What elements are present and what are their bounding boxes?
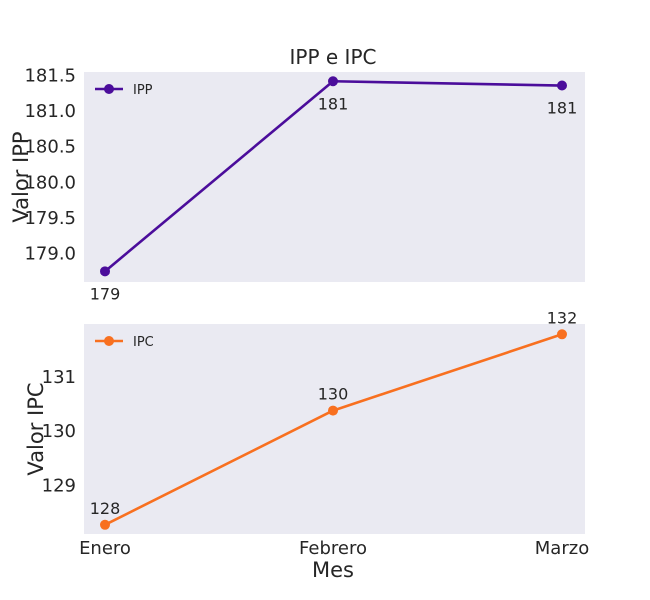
y-tick-label: 130 [42, 421, 76, 442]
x-tick-label: Enero [79, 538, 131, 559]
y-tick-label: 180.0 [24, 172, 76, 193]
y-tick-label: 179.0 [24, 244, 76, 265]
data-label: 130 [318, 385, 349, 404]
y-tick-label: 181.5 [24, 66, 76, 87]
y-tick-label: 179.5 [24, 208, 76, 229]
legend-label: IPC [133, 335, 154, 350]
legend-marker [104, 84, 114, 94]
data-label: 179 [90, 284, 121, 303]
ipc-series: 128 130 132 [90, 308, 578, 530]
ipc-y-axis-label: Valor IPC [24, 382, 48, 475]
ipc-plot-area [84, 324, 585, 534]
x-tick-label: Marzo [535, 538, 589, 559]
y-tick-label: 181.0 [24, 101, 76, 122]
data-point [557, 329, 567, 340]
chart-title: IPP e IPC [290, 45, 377, 69]
data-label: 132 [547, 308, 578, 327]
ipp-plot-area [84, 72, 585, 282]
ipc-y-ticks: 129 130 131 [42, 367, 76, 496]
ipp-legend: IPP [95, 83, 153, 98]
data-label: 181 [547, 99, 578, 118]
y-tick-label: 129 [42, 475, 76, 496]
ipp-y-ticks: 179.0 179.5 180.0 180.5 181.0 181.5 [24, 66, 76, 265]
data-point [100, 519, 110, 530]
x-ticks: Enero Febrero Marzo [79, 538, 589, 559]
data-label: 128 [90, 499, 121, 518]
ipc-panel: 129 130 131 Valor IPC 128 130 132 IPC Enero F… [24, 308, 589, 559]
y-tick-label: 180.5 [24, 137, 76, 158]
x-tick-label: Febrero [299, 538, 367, 559]
x-axis-label: Mes [312, 558, 354, 582]
ipp-y-axis-label: Valor IPP [9, 131, 33, 222]
y-tick-label: 131 [42, 367, 76, 388]
data-point [100, 266, 110, 277]
legend-label: IPP [133, 83, 153, 98]
ipc-legend: IPC [95, 335, 154, 350]
data-point [328, 76, 338, 87]
data-label: 181 [318, 94, 349, 113]
data-point [557, 80, 567, 91]
ipp-series: 179 181 181 [90, 76, 578, 303]
ipp-panel: 179.0 179.5 180.0 180.5 181.0 181.5 Valor IPP… [9, 66, 585, 303]
data-point [328, 405, 338, 416]
legend-marker [104, 336, 114, 346]
